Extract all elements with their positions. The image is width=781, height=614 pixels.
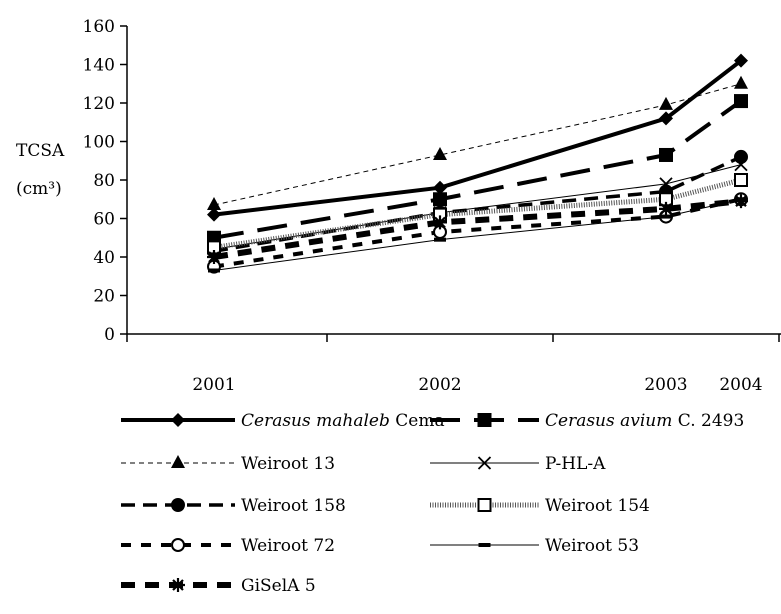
legend-label: GiSelA 5 — [241, 576, 316, 596]
data-point-marker — [434, 237, 446, 242]
legend-label: Weiroot 154 — [545, 496, 650, 516]
series-line — [213, 99, 743, 240]
legend-item: Cerasus mahaleb Cema — [121, 411, 445, 431]
y-tick-label: 40 — [93, 248, 115, 268]
data-point-marker — [734, 94, 748, 109]
legend-label: Cerasus mahaleb Cema — [241, 411, 445, 431]
series-line — [213, 198, 742, 260]
y-tick-label: 120 — [83, 94, 115, 114]
y-tick-label: 60 — [93, 210, 115, 230]
data-point-marker — [207, 197, 221, 211]
data-point-marker — [433, 215, 447, 230]
legend-marker — [477, 498, 492, 512]
data-point-marker — [208, 268, 220, 273]
data-point-marker — [734, 75, 748, 89]
series-line — [213, 155, 742, 253]
legend-marker — [477, 456, 492, 470]
x-tick-label: 2004 — [719, 375, 762, 395]
legend-item: Weiroot 158 — [121, 496, 346, 516]
series-line — [213, 197, 742, 269]
data-point-marker — [659, 111, 673, 126]
legend-label: Weiroot 13 — [241, 454, 335, 474]
legend-marker — [171, 538, 185, 552]
legend-label: Cerasus avium C. 2493 — [545, 411, 744, 431]
series-layer — [207, 53, 748, 274]
data-point-marker — [433, 192, 447, 207]
legend-item: Weiroot 53 — [430, 536, 639, 556]
legend-item: Weiroot 13 — [121, 454, 335, 474]
data-point-marker — [734, 149, 748, 164]
data-point-marker — [660, 214, 672, 219]
legend-item: P-HL-A — [430, 454, 606, 474]
legend-marker — [478, 543, 491, 547]
legend-marker — [171, 498, 185, 512]
series-line — [213, 59, 743, 217]
data-point-marker — [734, 194, 748, 209]
data-point-marker — [659, 96, 673, 110]
data-point-marker — [659, 201, 673, 216]
legend-label: P-HL-A — [545, 454, 606, 474]
data-point-marker — [734, 53, 748, 68]
y-tick-label: 20 — [93, 287, 115, 307]
data-point-marker — [433, 180, 447, 195]
data-point-marker — [433, 146, 447, 160]
data-point-marker — [207, 207, 221, 222]
legend-marker — [171, 455, 185, 468]
series-0 — [207, 53, 748, 222]
legend: Cerasus mahaleb Cema Cerasus avium C. 249… — [121, 411, 744, 596]
legend-marker — [171, 413, 185, 427]
y-tick-label: 100 — [83, 133, 115, 153]
axes: 0 20 40 60 80 100 120 140 160 2001 2002 2003 2004 — [83, 17, 781, 395]
y-tick-label: 80 — [93, 171, 115, 191]
y-axis-label: TCSA — [16, 141, 65, 161]
legend-label: Weiroot 72 — [241, 536, 335, 556]
legend-marker — [477, 413, 492, 427]
data-point-marker — [734, 173, 748, 187]
data-point-marker — [659, 147, 673, 162]
y-tick-label: 0 — [104, 325, 115, 345]
legend-item: Weiroot 154 — [430, 496, 650, 516]
x-tick-label: 2002 — [418, 375, 461, 395]
y-axis-unit-label: (cm³) — [16, 179, 62, 199]
series-2 — [207, 75, 748, 211]
y-tick-label: 160 — [83, 17, 115, 37]
legend-label: Weiroot 53 — [545, 536, 639, 556]
x-tick-label: 2001 — [192, 375, 235, 395]
legend-marker — [171, 578, 185, 592]
series-8 — [207, 194, 748, 264]
x-tick-label: 2003 — [644, 375, 687, 395]
data-point-marker — [207, 250, 221, 264]
legend-item: Weiroot 72 — [121, 536, 335, 556]
legend-item: Cerasus avium C. 2493 — [430, 411, 744, 431]
y-tick-label: 140 — [83, 56, 115, 76]
legend-item: GiSelA 5 — [121, 576, 316, 596]
legend-label: Weiroot 158 — [241, 496, 346, 516]
